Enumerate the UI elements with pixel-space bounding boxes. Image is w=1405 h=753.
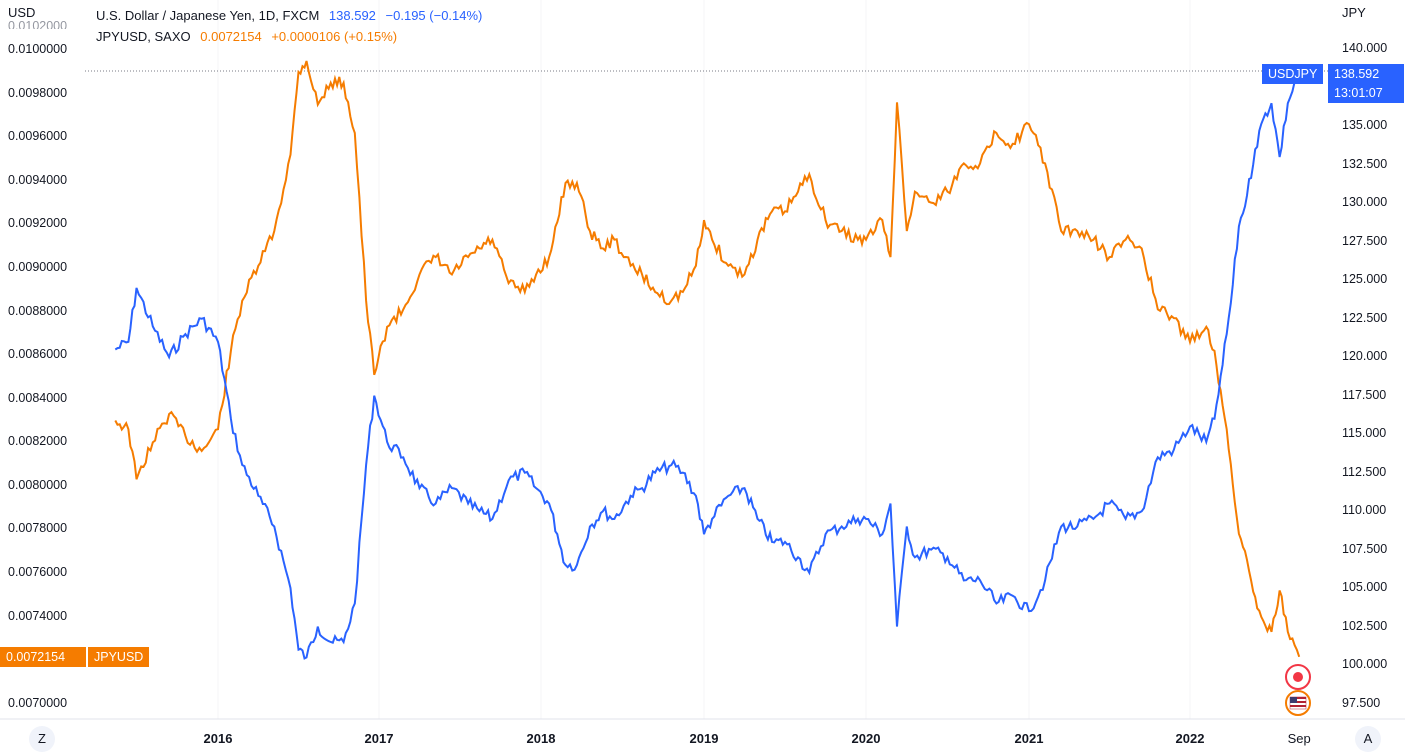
time-axis-tick: 2020 bbox=[851, 731, 881, 746]
usdjpy-series-line bbox=[114, 70, 1301, 660]
right-axis-tick: 112.500 bbox=[1342, 464, 1387, 479]
right-axis-tick: 140.000 bbox=[1342, 41, 1388, 56]
jpyusd-price-tag-value: 0.0072154 bbox=[0, 647, 86, 667]
right-axis-tick: 125.000 bbox=[1342, 272, 1388, 287]
time-axis-tick: 2019 bbox=[689, 731, 719, 746]
right-axis-unit: JPY bbox=[1342, 5, 1366, 20]
left-axis-tick-partial: 0.0102000 bbox=[8, 19, 68, 29]
left-axis-tick: 0.0084000 bbox=[8, 390, 68, 405]
jpyusd-series-line bbox=[114, 60, 1301, 658]
right-axis-tick: 120.000 bbox=[1342, 349, 1388, 364]
right-axis-tick: 122.500 bbox=[1342, 310, 1388, 325]
right-axis-tick: 107.500 bbox=[1342, 541, 1388, 556]
event-marker-usa[interactable] bbox=[1285, 690, 1311, 716]
grid bbox=[217, 0, 1191, 719]
right-axis-tick: 132.500 bbox=[1342, 156, 1388, 171]
right-axis-tick: 105.000 bbox=[1342, 580, 1388, 595]
left-axis-tick: 0.0088000 bbox=[8, 303, 68, 318]
legend-jpyusd-value: 0.0072154 bbox=[200, 29, 262, 44]
event-marker-japan[interactable] bbox=[1285, 664, 1311, 690]
usdjpy-countdown: 13:01:07 bbox=[1328, 83, 1404, 103]
right-axis-tick: 127.500 bbox=[1342, 233, 1388, 248]
left-axis-tick: 0.0078000 bbox=[8, 521, 68, 536]
time-axis-tick: 2016 bbox=[203, 731, 233, 746]
left-axis-tick: 0.0094000 bbox=[8, 172, 68, 187]
time-axis-tick: 2021 bbox=[1014, 731, 1044, 746]
usdjpy-price-tag-label: USDJPY bbox=[1262, 64, 1324, 84]
jpyusd-price-tag-label: JPYUSD bbox=[88, 647, 150, 667]
right-axis-tick: 102.500 bbox=[1342, 618, 1388, 633]
time-axis-tick: 2017 bbox=[364, 731, 394, 746]
left-axis-unit: USD bbox=[8, 5, 36, 20]
left-axis-tick: 0.0086000 bbox=[8, 347, 68, 362]
usdjpy-price-tag-value: 138.592 bbox=[1328, 64, 1404, 84]
right-axis-tick: 115.000 bbox=[1342, 426, 1387, 441]
legend-usdjpy-change: −0.195 (−0.14%) bbox=[385, 8, 483, 23]
legend-usdjpy-name: U.S. Dollar / Japanese Yen, 1D, FXCM bbox=[96, 8, 320, 23]
legend-jpyusd[interactable]: JPYUSD, SAXO 0.0072154 +0.0000106 (+0.15… bbox=[96, 29, 403, 44]
time-axis-tick: 2018 bbox=[526, 731, 556, 746]
left-axis-tick: 0.0100000 bbox=[8, 42, 68, 57]
left-axis-tick: 0.0098000 bbox=[8, 85, 68, 100]
left-axis-tick: 0.0074000 bbox=[8, 608, 68, 623]
right-axis-tick: 135.000 bbox=[1342, 118, 1388, 133]
right-axis-tick: 100.000 bbox=[1342, 657, 1388, 672]
right-axis-tick: 110.000 bbox=[1342, 503, 1387, 518]
legend-jpyusd-change: +0.0000106 (+0.15%) bbox=[271, 29, 398, 44]
legend-jpyusd-name: JPYUSD, SAXO bbox=[96, 29, 191, 44]
left-axis-tick: 0.0070000 bbox=[8, 695, 68, 710]
right-axis-tick: 117.500 bbox=[1342, 387, 1387, 402]
auto-scale-right-button[interactable]: A bbox=[1355, 726, 1381, 752]
left-axis-tick: 0.0076000 bbox=[8, 565, 68, 580]
time-axis-tick: 2022 bbox=[1175, 731, 1205, 746]
left-axis-tick: 0.0080000 bbox=[8, 477, 68, 492]
left-axis-tick: 0.0082000 bbox=[8, 434, 68, 449]
right-axis-tick: 130.000 bbox=[1342, 195, 1388, 210]
legend-usdjpy-value: 138.592 bbox=[328, 8, 376, 23]
time-axis-tick: Sep bbox=[1287, 731, 1311, 746]
right-axis-tick: 97.500 bbox=[1342, 695, 1381, 710]
left-axis-tick: 0.0092000 bbox=[8, 216, 68, 231]
left-axis-tick: 0.0096000 bbox=[8, 129, 68, 144]
legend-usdjpy[interactable]: U.S. Dollar / Japanese Yen, 1D, FXCM 138… bbox=[96, 8, 488, 23]
auto-scale-left-button[interactable]: Z bbox=[29, 726, 55, 752]
left-axis-tick: 0.0090000 bbox=[8, 259, 68, 274]
